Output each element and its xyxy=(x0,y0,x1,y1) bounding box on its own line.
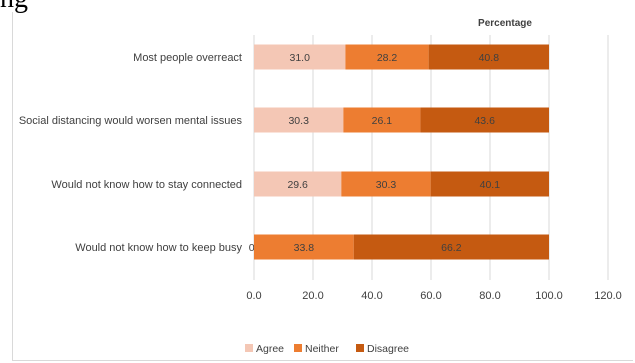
data-label: 30.3 xyxy=(288,115,309,127)
data-label: 43.6 xyxy=(474,115,495,127)
bar-segment-agree xyxy=(254,107,344,133)
bar-segment-neither xyxy=(343,107,421,133)
x-tick-label: 0.0 xyxy=(246,290,261,302)
data-label: 31.0 xyxy=(290,52,311,64)
bar-segment-disagree xyxy=(428,44,549,70)
bar-segment-neither xyxy=(345,44,429,70)
x-tick-label: 100.0 xyxy=(535,290,563,302)
category-label: Most people overreact xyxy=(133,52,242,64)
x-tick-label: 120.0 xyxy=(594,290,622,302)
data-label: 40.8 xyxy=(479,52,500,64)
bar-segment-agree xyxy=(254,171,342,197)
bar-segment-neither xyxy=(341,171,431,197)
legend-label-agree: Agree xyxy=(256,343,284,355)
bar-segment-disagree xyxy=(420,107,549,133)
data-label: 26.1 xyxy=(372,115,393,127)
data-label: 28.2 xyxy=(377,52,398,64)
chart-frame xyxy=(12,12,633,361)
legend-label-disagree: Disagree xyxy=(367,343,409,355)
legend-swatch-agree xyxy=(245,344,253,352)
category-label: Would not know how to stay connected xyxy=(51,179,242,191)
legend-label-neither: Neither xyxy=(305,343,339,355)
data-label: 66.2 xyxy=(441,242,462,254)
bar-segment-disagree xyxy=(353,234,549,260)
x-tick-label: 60.0 xyxy=(420,290,441,302)
data-label: 40.1 xyxy=(480,179,501,191)
category-label: Would not know how to keep busy xyxy=(75,242,242,254)
legend-swatch-disagree xyxy=(356,344,364,352)
bar-segment-disagree xyxy=(430,171,549,197)
legend-swatch-neither xyxy=(294,344,302,352)
x-tick-label: 40.0 xyxy=(361,290,382,302)
bar-segment-agree xyxy=(254,44,346,70)
data-label: 30.3 xyxy=(376,179,397,191)
data-label: 29.6 xyxy=(287,179,308,191)
x-tick-label: 80.0 xyxy=(479,290,500,302)
category-label: Social distancing would worsen mental is… xyxy=(19,115,243,127)
chart-title: Percentage xyxy=(478,18,532,29)
data-label: 33.8 xyxy=(294,242,315,254)
bar-segment-neither xyxy=(254,234,354,260)
x-tick-label: 20.0 xyxy=(302,290,323,302)
